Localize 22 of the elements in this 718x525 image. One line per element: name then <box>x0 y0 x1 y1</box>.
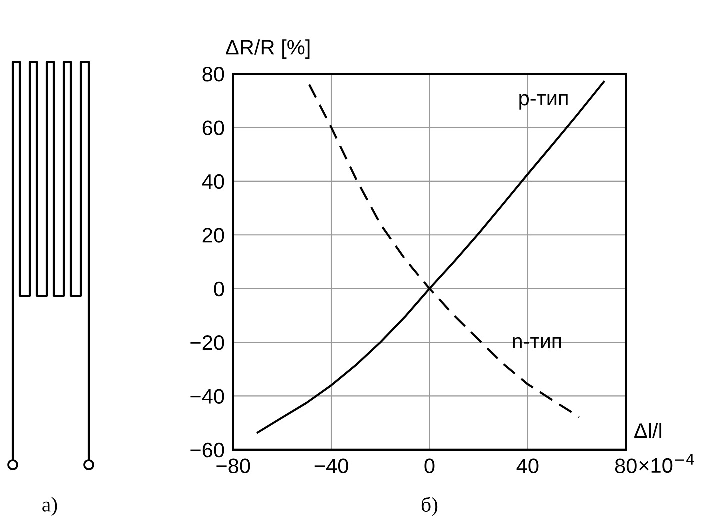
x-axis-title: Δl/l <box>634 422 662 438</box>
y-tick-label: −60 <box>190 442 224 458</box>
y-tick-label: −20 <box>190 336 224 350</box>
x-tick-label: 80 <box>615 458 637 474</box>
text: б) <box>422 496 438 516</box>
series-label: n-тип <box>513 337 562 349</box>
x-tick-label: 0 <box>424 458 435 474</box>
y-tick-label: −40 <box>190 389 224 404</box>
text: а) <box>42 497 58 516</box>
text: ×10$^{−4}$ <box>640 454 694 474</box>
line-series <box>308 84 580 418</box>
y-tick-label: 40 <box>202 174 224 190</box>
x-tick-label: −40 <box>314 458 348 474</box>
x-tick-label: −80 <box>216 458 250 474</box>
y-tick-label: 80 <box>202 67 224 82</box>
y-axis-title: ΔR/R [%] <box>226 40 310 59</box>
x-tick-label: 40 <box>516 458 539 474</box>
series-label: p-тип <box>520 94 568 110</box>
y-tick-label: 0 <box>214 282 224 297</box>
y-tick-label: 20 <box>202 228 224 243</box>
line-series <box>256 81 606 434</box>
y-tick-label: 60 <box>202 120 224 136</box>
